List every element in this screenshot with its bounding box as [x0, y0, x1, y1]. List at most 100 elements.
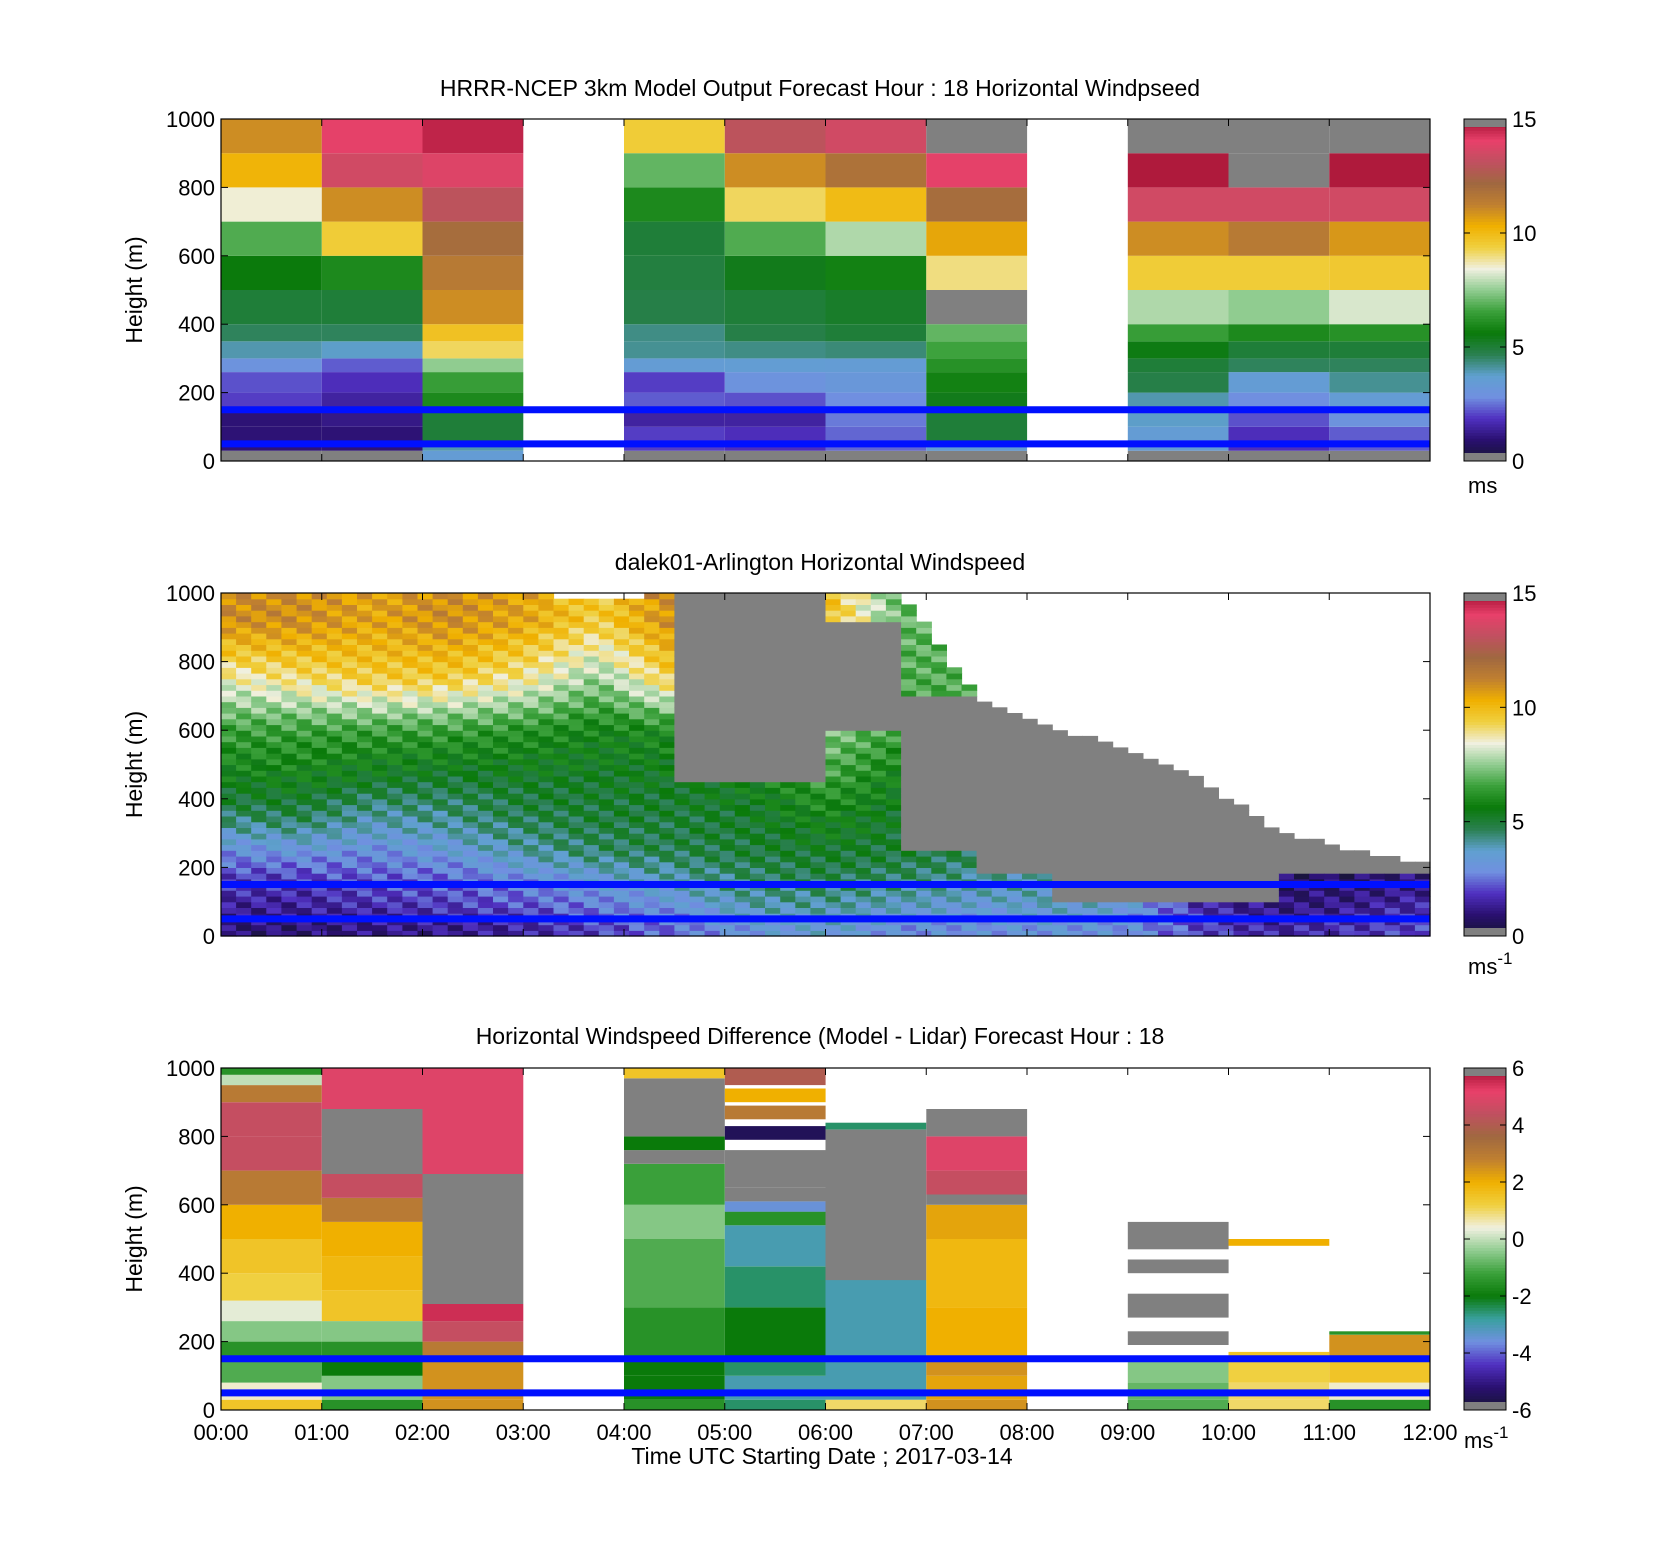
heatmap-cell: [266, 775, 282, 783]
heatmap-cell: [372, 707, 388, 714]
heatmap-cell: [946, 775, 963, 783]
heatmap-cell: [840, 684, 857, 691]
heatmap-cell: [341, 827, 358, 834]
heatmap-cell: [885, 621, 902, 628]
heatmap-cell: [1203, 896, 1219, 903]
heatmap-cell: [538, 655, 555, 663]
heatmap-cell: [387, 861, 403, 868]
heatmap-cell: [916, 816, 932, 823]
heatmap-cell: [432, 770, 449, 777]
heatmap-cell: [523, 695, 539, 703]
heatmap-cell: [1006, 816, 1023, 823]
heatmap-cell: [780, 867, 796, 874]
heatmap-cell: [523, 764, 539, 771]
heatmap-cell: [885, 627, 902, 634]
heatmap-cell: [236, 901, 252, 908]
heatmap-cell: [221, 735, 237, 743]
heatmap-cell: [991, 787, 1008, 794]
heatmap-cell: [840, 655, 857, 663]
heatmap-cell: [795, 615, 811, 623]
heatmap-cell: [447, 673, 464, 680]
heatmap-cell: [583, 930, 600, 937]
heatmap-cell: [477, 896, 494, 903]
heatmap-cell: [1127, 392, 1229, 410]
heatmap-cell: [508, 821, 524, 828]
heatmap-cell: [1188, 856, 1204, 863]
heatmap-cell: [508, 787, 524, 794]
heatmap-cell: [1218, 907, 1235, 914]
heatmap-cell: [674, 827, 691, 834]
heatmap-cell: [1188, 827, 1204, 834]
heatmap-cell: [447, 896, 464, 903]
colorbar-step: [1464, 667, 1506, 671]
heatmap-cell: [734, 781, 751, 788]
colorbar-step: [1464, 255, 1506, 260]
heatmap-cell: [674, 604, 691, 611]
heatmap-cell: [1097, 850, 1114, 857]
colorbar-step: [1464, 607, 1506, 611]
colorbar-step: [1464, 861, 1506, 866]
heatmap-cell: [1022, 833, 1038, 840]
heatmap-cell: [991, 753, 1008, 760]
heatmap-cell: [583, 684, 600, 691]
heatmap-cell: [266, 644, 282, 651]
heatmap-cell: [462, 638, 479, 645]
heatmap-cell: [422, 1174, 524, 1304]
heatmap-cell: [780, 638, 796, 645]
heatmap-cell: [885, 678, 902, 686]
colorbar-frame: [1463, 118, 1507, 462]
heatmap-cell: [810, 781, 827, 788]
heatmap-cell: [901, 695, 917, 703]
heatmap-cell: [281, 690, 298, 697]
heatmap-cell: [749, 764, 766, 771]
heatmap-cell: [659, 615, 675, 623]
heatmap-cell: [916, 856, 932, 863]
heatmap-cell: [629, 827, 645, 834]
colorbar-step: [1464, 627, 1506, 631]
heatmap-cell: [553, 604, 570, 611]
colorbar-step: [1464, 1221, 1506, 1226]
heatmap-cell: [266, 930, 282, 937]
heatmap-cell: [1158, 827, 1174, 834]
heatmap-cell: [689, 650, 706, 657]
heatmap-cell: [296, 930, 313, 937]
heatmap-cell: [538, 684, 555, 691]
x-tick-label: 04:00: [596, 1420, 651, 1445]
heatmap-cell: [462, 633, 479, 640]
heatmap-cell: [961, 890, 978, 897]
heatmap-cell: [749, 730, 766, 737]
heatmap-cell: [1142, 798, 1159, 806]
heatmap-cell: [508, 930, 524, 937]
heatmap-cell: [765, 638, 781, 645]
heatmap-cell: [1112, 793, 1129, 800]
heatmap-cell: [674, 873, 691, 880]
heatmap-cell: [1228, 372, 1330, 393]
heatmap-cell: [885, 873, 902, 880]
heatmap-cell: [568, 684, 585, 691]
heatmap-cell: [341, 655, 358, 663]
heatmap-cell: [462, 901, 479, 908]
heatmap-cell: [417, 655, 434, 663]
heatmap-cell: [780, 615, 796, 623]
heatmap-cell: [870, 856, 887, 863]
y-tick-label: 600: [178, 1193, 215, 1218]
heatmap-cell: [1097, 770, 1114, 777]
heatmap-cell: [1037, 741, 1053, 748]
heatmap-cell: [508, 667, 524, 674]
heatmap-cell: [372, 684, 388, 691]
heatmap-cell: [1142, 833, 1159, 840]
heatmap-cell: [704, 810, 721, 817]
heatmap-cell: [1329, 187, 1431, 222]
heatmap-cell: [1067, 833, 1083, 840]
heatmap-cell: [916, 821, 932, 828]
heatmap-cell: [326, 856, 343, 863]
heatmap-cell: [493, 747, 509, 754]
heatmap-cell: [341, 907, 358, 914]
heatmap-cell: [931, 724, 947, 731]
heatmap-cell: [1082, 930, 1099, 937]
heatmap-cell: [523, 604, 539, 611]
heatmap-cell: [372, 633, 388, 640]
colorbar-step: [1464, 1127, 1506, 1132]
heatmap-cell: [624, 1150, 725, 1164]
heatmap-cell: [326, 821, 343, 828]
